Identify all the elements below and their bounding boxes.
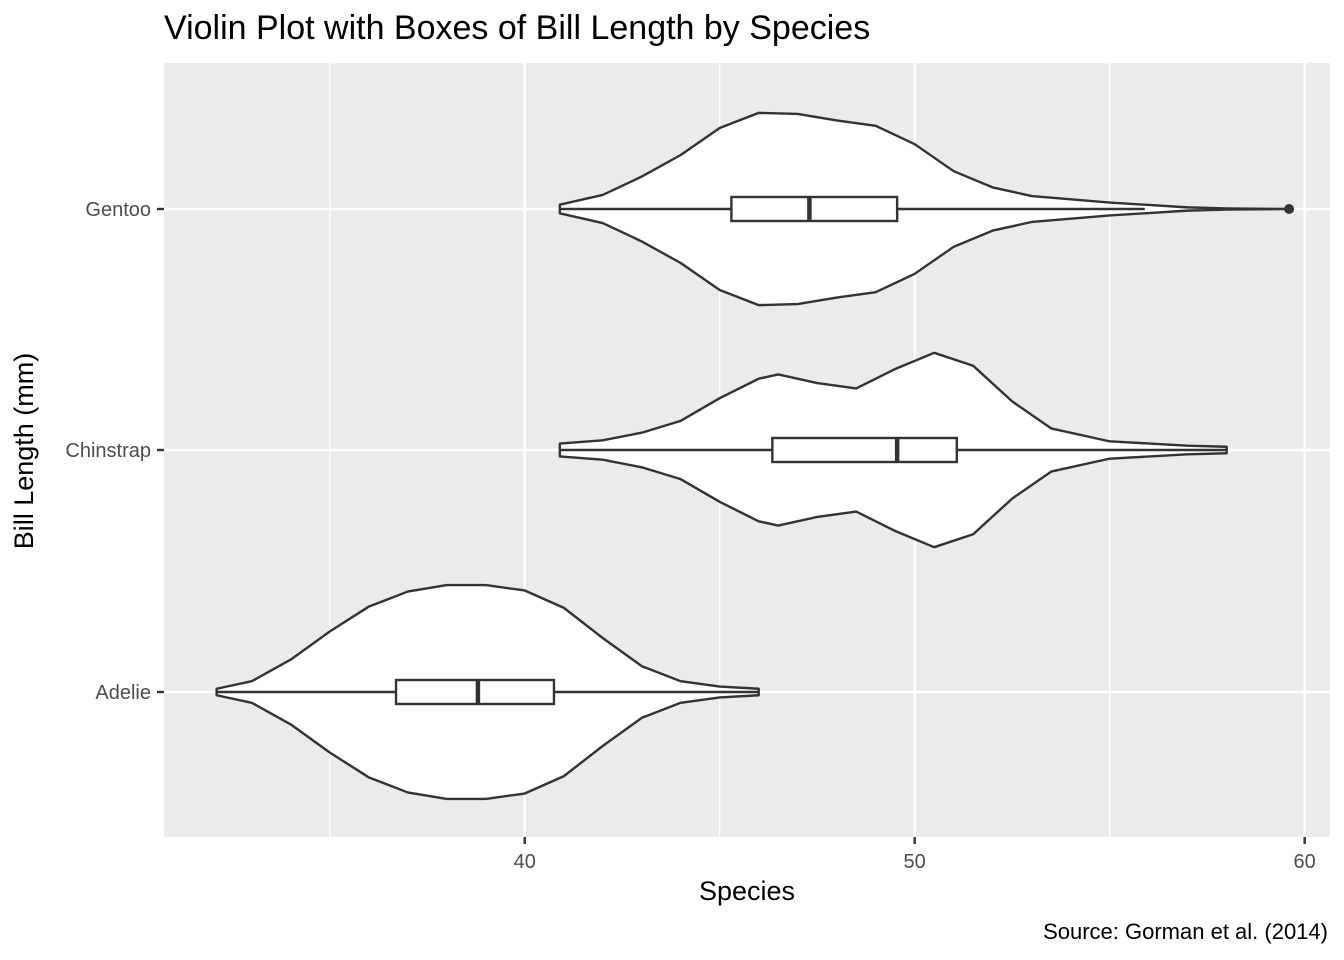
caption: Source: Gorman et al. (2014) xyxy=(1043,919,1328,944)
y-tick-label: Gentoo xyxy=(85,199,151,221)
x-tick-label: 40 xyxy=(514,851,536,873)
x-tick-label: 50 xyxy=(904,851,926,873)
y-axis-title: Bill Length (mm) xyxy=(9,352,39,550)
y-tick-label: Adelie xyxy=(95,682,151,704)
box-chinstrap xyxy=(771,436,959,464)
chart-title: Violin Plot with Boxes of Bill Length by… xyxy=(164,9,871,47)
outlier-point xyxy=(1284,204,1295,214)
box-gentoo xyxy=(730,195,899,223)
box-adelie xyxy=(394,678,556,706)
x-tick-label: 60 xyxy=(1294,851,1316,873)
x-axis-title: Species xyxy=(698,876,796,906)
y-tick-label: Chinstrap xyxy=(65,440,151,462)
